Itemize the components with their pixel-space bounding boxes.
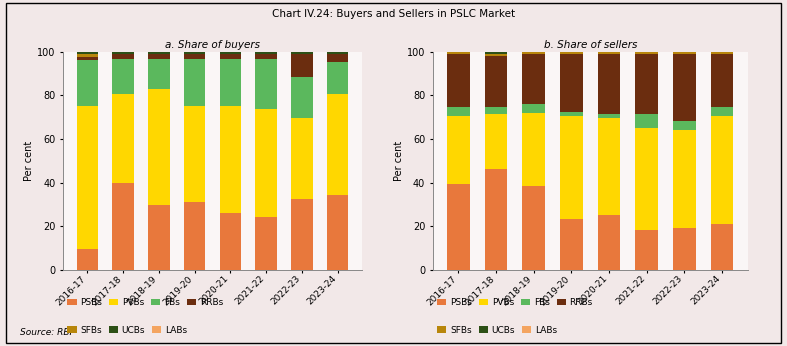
Bar (447, 107, 470, 116)
Bar (76, 57, 98, 60)
Bar (447, 184, 470, 270)
Bar (327, 54, 349, 62)
Bar (76, 52, 98, 55)
Bar (673, 130, 696, 228)
Bar (291, 199, 312, 270)
Bar (485, 113, 508, 169)
Bar (560, 219, 582, 270)
Bar (220, 107, 241, 213)
Bar (148, 54, 169, 59)
Bar (598, 54, 620, 113)
Y-axis label: Per cent: Per cent (24, 141, 34, 181)
Bar (113, 54, 134, 58)
Text: Chart IV.24: Buyers and Sellers in PSLC Market: Chart IV.24: Buyers and Sellers in PSLC … (272, 9, 515, 19)
Bar (560, 52, 582, 54)
Y-axis label: Per cent: Per cent (394, 141, 404, 181)
Bar (598, 52, 620, 54)
Bar (184, 54, 205, 59)
Bar (560, 112, 582, 116)
Bar (523, 113, 545, 186)
Bar (485, 169, 508, 270)
Bar (148, 52, 169, 54)
Bar (291, 118, 312, 199)
Bar (113, 183, 134, 270)
Bar (184, 106, 205, 202)
Bar (76, 249, 98, 270)
Bar (327, 62, 349, 94)
Bar (447, 116, 470, 184)
Bar (327, 52, 349, 54)
Bar (635, 52, 658, 54)
Bar (485, 56, 508, 107)
Bar (523, 52, 545, 54)
Bar (635, 128, 658, 230)
Bar (184, 59, 205, 106)
Bar (76, 107, 98, 249)
Bar (635, 54, 658, 114)
Bar (184, 52, 205, 54)
Bar (523, 104, 545, 113)
Legend: SFBs, UCBs, LABs: SFBs, UCBs, LABs (68, 326, 187, 335)
Bar (711, 116, 733, 224)
Bar (256, 52, 277, 54)
Bar (220, 213, 241, 270)
Bar (148, 206, 169, 270)
Bar (711, 107, 733, 116)
Bar (635, 230, 658, 270)
Bar (447, 52, 470, 54)
Bar (327, 94, 349, 195)
Bar (113, 58, 134, 94)
Bar (76, 60, 98, 107)
Title: a. Share of buyers: a. Share of buyers (165, 40, 260, 50)
Bar (327, 195, 349, 270)
Bar (113, 94, 134, 183)
Bar (485, 54, 508, 56)
Title: b. Share of sellers: b. Share of sellers (544, 40, 637, 50)
Bar (485, 52, 508, 54)
Bar (184, 202, 205, 270)
Bar (711, 52, 733, 54)
Bar (598, 215, 620, 270)
Bar (256, 54, 277, 59)
Bar (598, 113, 620, 118)
Bar (76, 55, 98, 57)
Bar (711, 54, 733, 107)
Bar (291, 52, 312, 54)
Bar (291, 77, 312, 118)
Bar (673, 52, 696, 54)
Bar (148, 59, 169, 89)
Bar (673, 54, 696, 121)
Bar (113, 52, 134, 54)
Bar (673, 228, 696, 270)
Bar (523, 54, 545, 104)
Bar (220, 59, 241, 107)
Bar (635, 114, 658, 128)
Bar (711, 224, 733, 270)
Bar (598, 118, 620, 215)
Legend: PSBs, PVBs, FBs, RRBs: PSBs, PVBs, FBs, RRBs (68, 298, 223, 307)
Bar (447, 54, 470, 107)
Bar (523, 186, 545, 270)
Legend: PSBs, PVBs, FBs, RRBs: PSBs, PVBs, FBs, RRBs (438, 298, 593, 307)
Bar (485, 107, 508, 113)
Bar (560, 54, 582, 112)
Bar (220, 54, 241, 59)
Bar (148, 89, 169, 206)
Bar (256, 59, 277, 109)
Bar (673, 121, 696, 130)
Bar (220, 52, 241, 54)
Bar (256, 217, 277, 270)
Text: Source: RBI: Source: RBI (20, 328, 72, 337)
Bar (560, 116, 582, 219)
Bar (291, 54, 312, 77)
Bar (256, 109, 277, 217)
Legend: SFBs, UCBs, LABs: SFBs, UCBs, LABs (438, 326, 557, 335)
